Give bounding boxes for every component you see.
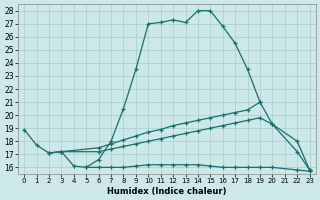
X-axis label: Humidex (Indice chaleur): Humidex (Indice chaleur) (107, 187, 227, 196)
